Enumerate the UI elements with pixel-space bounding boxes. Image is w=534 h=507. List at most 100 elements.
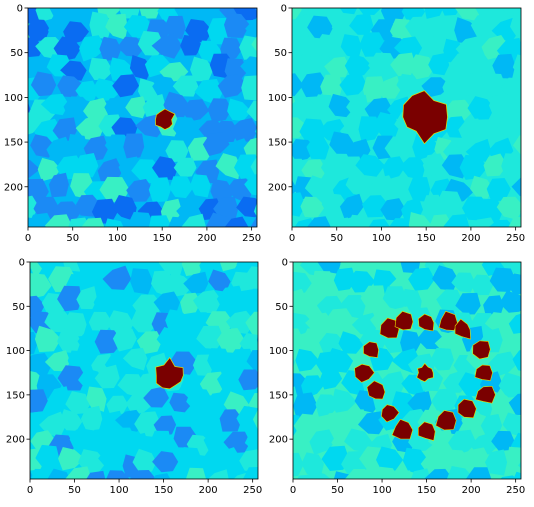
heatmap-cell bbox=[369, 175, 396, 201]
y-tick-label: 150 bbox=[269, 390, 288, 401]
heatmap-cell bbox=[400, 330, 421, 356]
heatmap-cell bbox=[527, 95, 534, 119]
heatmap-cell bbox=[309, 429, 336, 455]
heatmap-cell bbox=[399, 157, 426, 180]
heatmap-cell bbox=[190, 174, 211, 198]
axes-frame bbox=[27, 7, 258, 228]
heatmap-cell bbox=[339, 8, 358, 15]
heatmap-cell bbox=[91, 198, 118, 224]
heatmap-cell bbox=[126, 179, 154, 202]
heatmap-cell bbox=[512, 54, 521, 77]
heatmap-cell bbox=[234, 289, 258, 313]
heatmap-cell bbox=[382, 156, 406, 180]
heatmap-cell bbox=[260, 251, 283, 275]
heatmap-cell bbox=[264, 218, 286, 241]
heatmap-cell bbox=[60, 60, 87, 81]
heatmap-cell bbox=[332, 388, 357, 413]
heatmap-cell bbox=[0, 199, 19, 223]
y-tick-label: 50 bbox=[274, 48, 287, 59]
y-tick-label: 50 bbox=[275, 302, 288, 313]
heatmap-cell bbox=[130, 310, 159, 333]
heatmap-cell bbox=[252, 409, 258, 430]
heatmap-cell bbox=[373, 112, 400, 138]
heatmap-cell bbox=[295, 348, 320, 372]
heatmap-cell bbox=[459, 154, 488, 180]
heatmap-cell bbox=[30, 273, 52, 299]
heatmap-cell bbox=[57, 328, 81, 354]
heatmap-cell bbox=[317, 262, 342, 274]
heatmap-cell bbox=[293, 288, 308, 315]
heatmap-cell bbox=[323, 412, 347, 434]
heatmap-cell bbox=[199, 262, 226, 278]
heatmap-cell bbox=[470, 175, 494, 199]
heatmap-cell bbox=[76, 286, 98, 310]
heatmap-cell bbox=[307, 216, 331, 227]
x-tick-label: 250 bbox=[242, 233, 261, 244]
heatmap-cell bbox=[487, 351, 518, 377]
heatmap-cell bbox=[151, 270, 174, 297]
heatmap-cell bbox=[269, 312, 294, 336]
heatmap-cell bbox=[502, 412, 521, 437]
heatmap-cell bbox=[343, 409, 367, 436]
heatmap-cell bbox=[458, 118, 483, 143]
heatmap-cell bbox=[30, 411, 42, 437]
heatmap-cell bbox=[177, 447, 202, 472]
heatmap-cell bbox=[170, 470, 192, 479]
heatmap-cell bbox=[75, 115, 104, 141]
heatmap-cell bbox=[467, 96, 495, 120]
heatmap-cell bbox=[344, 53, 372, 79]
heatmap-cell bbox=[429, 0, 458, 2]
heatmap-cell bbox=[267, 271, 291, 293]
heatmap-cell bbox=[234, 154, 257, 180]
y-tick-label: 0 bbox=[282, 258, 288, 269]
heatmap-cell bbox=[169, 392, 194, 413]
heatmap-cell bbox=[375, 0, 397, 2]
y-tick-label: 0 bbox=[281, 4, 287, 15]
heatmap-cell bbox=[505, 99, 521, 123]
heatmap-cell bbox=[216, 328, 245, 353]
heatmap-cell bbox=[74, 153, 99, 178]
heatmap-cell bbox=[456, 262, 484, 272]
hot-region-ring-segment bbox=[435, 410, 457, 431]
x-tick-label: 200 bbox=[199, 485, 218, 496]
heatmap-cell bbox=[461, 71, 484, 96]
heatmap-cell bbox=[251, 35, 257, 52]
heatmap-cell bbox=[508, 216, 521, 227]
heatmap-cell bbox=[260, 153, 285, 175]
heatmap-cell bbox=[86, 470, 106, 479]
heatmap-cell bbox=[102, 265, 132, 290]
heatmap-cell bbox=[59, 409, 83, 431]
y-tick-label: 50 bbox=[10, 48, 23, 59]
heatmap-cell bbox=[224, 58, 248, 81]
heatmap-cell bbox=[230, 118, 257, 143]
heatmap-cell bbox=[265, 235, 290, 257]
heatmap-cell bbox=[130, 268, 154, 295]
heatmap-cell bbox=[391, 470, 414, 479]
heatmap-cell bbox=[57, 285, 82, 312]
heatmap-cell bbox=[360, 285, 386, 312]
heatmap-cell bbox=[321, 193, 348, 217]
heatmap-cell bbox=[380, 198, 406, 221]
heatmap-cell bbox=[0, 156, 23, 181]
hot-region-ring-segment bbox=[474, 364, 493, 381]
heatmap-cell bbox=[314, 34, 344, 60]
heatmap-cell bbox=[251, 217, 257, 227]
heatmap-cell bbox=[168, 229, 193, 253]
heatmap-cell bbox=[255, 8, 257, 11]
heatmap-cell bbox=[491, 430, 515, 451]
heatmap-cell bbox=[183, 271, 209, 294]
heatmap-image bbox=[30, 229, 294, 479]
heatmap-cell bbox=[520, 210, 521, 213]
heatmap-cell bbox=[347, 235, 373, 255]
heatmap-cell bbox=[132, 448, 157, 474]
heatmap-cell bbox=[172, 75, 199, 97]
heatmap-cell bbox=[524, 251, 534, 275]
heatmap-cell bbox=[508, 393, 521, 416]
heatmap-cell bbox=[486, 178, 511, 202]
heatmap-cell bbox=[481, 262, 509, 276]
heatmap-cell bbox=[246, 100, 257, 122]
heatmap-cell bbox=[106, 395, 129, 417]
heatmap-cell bbox=[382, 286, 408, 311]
heatmap-cell bbox=[390, 52, 416, 77]
heatmap-cell bbox=[236, 196, 257, 218]
